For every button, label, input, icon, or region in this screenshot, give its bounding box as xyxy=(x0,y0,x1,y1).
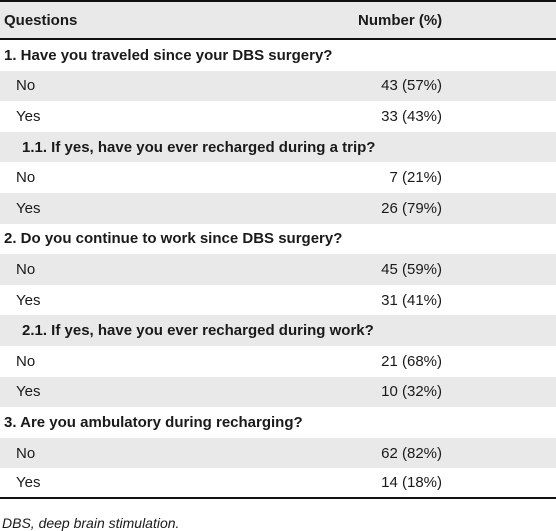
answer-label: No xyxy=(16,77,36,95)
question-label: 2.1. If yes, have you ever recharged dur… xyxy=(22,322,374,340)
answer-label: No xyxy=(16,169,36,187)
answer-label: Yes xyxy=(16,383,41,401)
subquestion-row: 1.1. If yes, have you ever recharged dur… xyxy=(0,131,556,163)
question-label: 2. Do you continue to work since DBS sur… xyxy=(4,230,343,248)
question-label: 1. Have you traveled since your DBS surg… xyxy=(4,46,333,64)
answer-label: Yes xyxy=(16,107,41,125)
answer-row: No 7 (21%) xyxy=(0,162,556,193)
question-label: 1.1. If yes, have you ever recharged dur… xyxy=(22,138,376,156)
answer-row: Yes 26 (79%) xyxy=(0,192,556,224)
answer-row: No 21 (68%) xyxy=(0,346,556,377)
count-percent: 10 (32%) xyxy=(381,383,442,401)
count-percent: 62 (82%) xyxy=(381,444,442,462)
answer-row: Yes 33 (43%) xyxy=(0,101,556,132)
table-header: Questions Number (%) xyxy=(0,0,556,40)
answer-label: No xyxy=(16,260,36,278)
survey-table: Questions Number (%) 1. Have you travele… xyxy=(0,0,556,499)
answer-row: No 62 (82%) xyxy=(0,437,556,469)
answer-label: No xyxy=(16,444,36,462)
table-footnote: DBS, deep brain stimulation. xyxy=(2,514,180,531)
answer-row: No 43 (57%) xyxy=(0,70,556,102)
question-row: 1. Have you traveled since your DBS surg… xyxy=(0,40,556,71)
answer-row: Yes 31 (41%) xyxy=(0,285,556,316)
answer-row: Yes 10 (32%) xyxy=(0,376,556,408)
answer-row: No 45 (59%) xyxy=(0,254,556,285)
count-percent: 26 (79%) xyxy=(381,199,442,217)
count-percent: 14 (18%) xyxy=(381,474,442,492)
count-percent: 43 (57%) xyxy=(381,77,442,95)
question-row: 3. Are you ambulatory during recharging? xyxy=(0,407,556,438)
question-label: 3. Are you ambulatory during recharging? xyxy=(4,413,303,431)
answer-label: Yes xyxy=(16,199,41,217)
header-number: Number (%) xyxy=(358,11,443,29)
subquestion-row: 2.1. If yes, have you ever recharged dur… xyxy=(0,315,556,346)
count-percent: 31 (41%) xyxy=(381,291,442,309)
question-row: 2. Do you continue to work since DBS sur… xyxy=(0,224,556,255)
answer-label: Yes xyxy=(16,474,41,492)
header-questions: Questions xyxy=(4,11,78,29)
count-percent: 33 (43%) xyxy=(381,107,442,125)
count-percent: 7 (21%) xyxy=(389,169,442,187)
answer-label: Yes xyxy=(16,291,41,309)
count-percent: 21 (68%) xyxy=(381,352,442,370)
table-body: 1. Have you traveled since your DBS surg… xyxy=(0,40,556,499)
count-percent: 45 (59%) xyxy=(381,260,442,278)
answer-label: No xyxy=(16,352,36,370)
